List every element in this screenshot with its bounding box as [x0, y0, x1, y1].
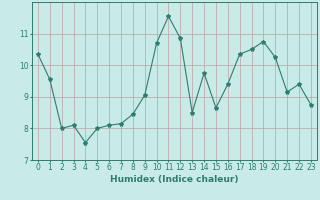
X-axis label: Humidex (Indice chaleur): Humidex (Indice chaleur) [110, 175, 239, 184]
